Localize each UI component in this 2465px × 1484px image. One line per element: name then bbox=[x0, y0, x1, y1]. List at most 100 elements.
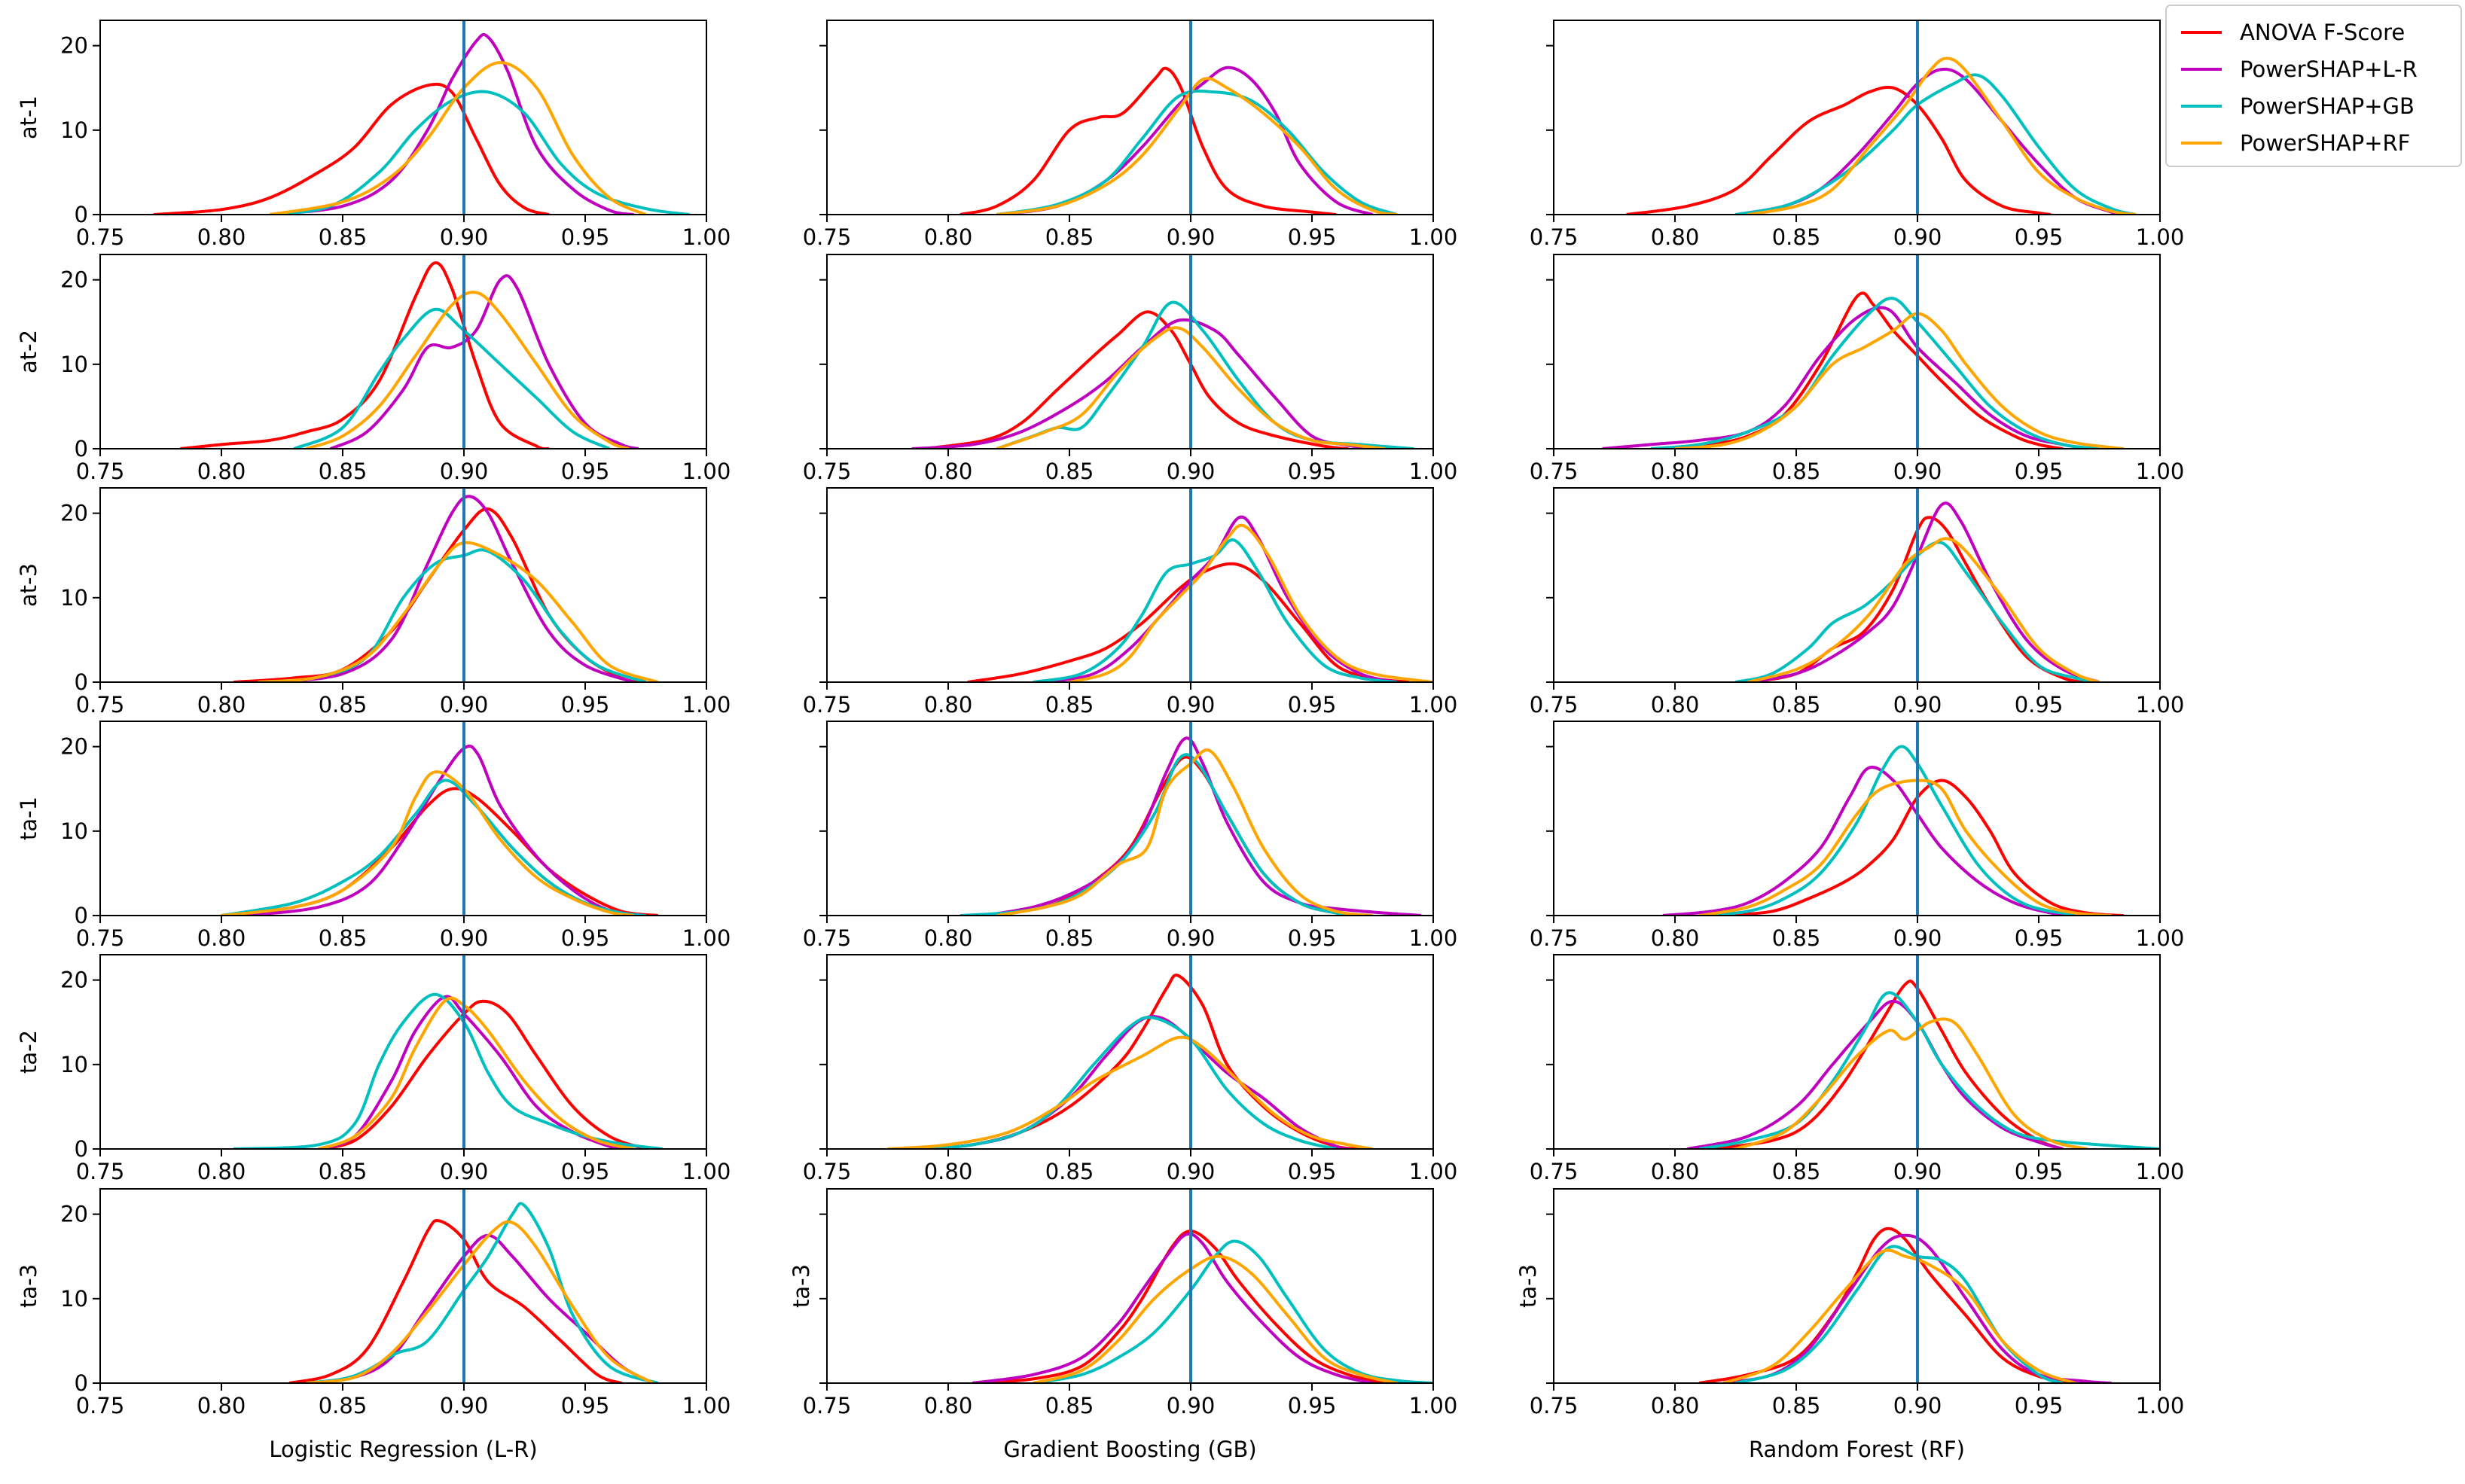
x-tick-label: 0.80 bbox=[1651, 692, 1700, 718]
x-tick-label: 0.90 bbox=[440, 459, 489, 484]
x-tick-label: 0.75 bbox=[803, 459, 852, 484]
x-tick-label: 0.75 bbox=[76, 459, 125, 484]
series-line-anova-f-score bbox=[1698, 1227, 2076, 1383]
series-line-anova-f-score bbox=[959, 66, 1337, 215]
x-tick-label: 1.00 bbox=[2136, 1393, 2185, 1418]
series-line-powershap-gb bbox=[1033, 1239, 1433, 1383]
panel-curves bbox=[153, 32, 690, 215]
axes-frame bbox=[826, 1188, 1434, 1384]
x-tick-label: 0.80 bbox=[197, 459, 246, 484]
legend: ANOVA F-Score PowerSHAP+L-R PowerSHAP+GB Po… bbox=[2165, 5, 2462, 167]
axes-frame bbox=[1553, 254, 2161, 449]
series-line-anova-f-score bbox=[1626, 85, 2052, 215]
series-line-powershap-rf bbox=[306, 1220, 654, 1383]
y-tick-label: 0 bbox=[75, 1136, 88, 1162]
axes-frame bbox=[826, 254, 1434, 449]
panel-curves bbox=[1698, 1227, 2112, 1383]
y-tick-label: 0 bbox=[75, 669, 88, 695]
x-tick-label: 0.95 bbox=[2015, 459, 2064, 484]
x-tick-label: 0.95 bbox=[1288, 224, 1337, 250]
series-line-powershap-l-r bbox=[245, 744, 646, 916]
series-line-powershap-l-r bbox=[1045, 515, 1398, 682]
x-tick-label: 0.95 bbox=[561, 692, 610, 718]
x-tick-label: 0.80 bbox=[1651, 1393, 1700, 1418]
series-line-anova-f-score bbox=[288, 1219, 622, 1383]
x-tick-label: 1.00 bbox=[1409, 925, 1458, 951]
y-tick-label: 10 bbox=[60, 352, 88, 377]
panels-layer: 0.75 0.80 0.85 0.90 0.95 1.00 0 10 20 at-1 0.75 0.8… bbox=[16, 20, 2184, 1462]
x-tick-label: 0.75 bbox=[803, 1393, 852, 1418]
series-line-powershap-rf bbox=[996, 748, 1373, 916]
series-line-powershap-l-r bbox=[1686, 999, 2064, 1149]
series-line-powershap-rf bbox=[221, 770, 634, 916]
panel-ta-3-col2: 0.75 0.80 0.85 0.90 0.95 1.00 ta-3 bbox=[789, 1188, 1457, 1418]
x-tick-label: 1.00 bbox=[1409, 692, 1458, 718]
axes-frame bbox=[826, 20, 1434, 215]
series-line-powershap-rf bbox=[306, 291, 630, 449]
series-line-powershap-rf bbox=[318, 996, 634, 1149]
axes-frame bbox=[99, 954, 707, 1150]
panel-at-2-col3: 0.75 0.80 0.85 0.90 0.95 1.00 bbox=[1530, 254, 2184, 484]
series-line-powershap-l-r bbox=[911, 318, 1373, 449]
axes-frame bbox=[826, 487, 1434, 683]
x-tick-label: 0.80 bbox=[924, 459, 973, 484]
panel-ta-3-col3: 0.75 0.80 0.85 0.90 0.95 1.00 ta-3 bbox=[1515, 1188, 2185, 1418]
x-tick-label: 0.90 bbox=[1893, 692, 1942, 718]
x-tick-label: 0.75 bbox=[1530, 925, 1579, 951]
panel-curves bbox=[1686, 980, 2160, 1149]
x-tick-label: 0.85 bbox=[1772, 1393, 1821, 1418]
panel-at-1-col1: 0.75 0.80 0.85 0.90 0.95 1.00 0 10 20 at-1 bbox=[16, 20, 731, 250]
y-tick-label: 20 bbox=[60, 267, 88, 293]
panel-curves bbox=[911, 300, 1414, 449]
series-line-anova-f-score bbox=[1723, 779, 2124, 916]
x-tick-label: 0.85 bbox=[1772, 459, 1821, 484]
x-axis-title: Logistic Regression (L-R) bbox=[269, 1437, 537, 1462]
x-tick-label: 0.80 bbox=[197, 1159, 246, 1184]
panel-curves bbox=[233, 992, 664, 1149]
row-label: at-2 bbox=[16, 330, 41, 373]
series-line-anova-f-score bbox=[318, 999, 647, 1149]
series-line-powershap-rf bbox=[258, 541, 659, 682]
row-label: ta-3 bbox=[16, 1264, 41, 1308]
axes-frame bbox=[826, 954, 1434, 1150]
panel-at-3-col2: 0.75 0.80 0.85 0.90 0.95 1.00 bbox=[803, 487, 1458, 718]
x-tick-label: 0.85 bbox=[319, 1393, 368, 1418]
series-line-powershap-rf bbox=[1722, 1248, 2076, 1383]
x-tick-label: 0.90 bbox=[440, 692, 489, 718]
x-tick-label: 0.80 bbox=[924, 224, 973, 250]
x-tick-label: 1.00 bbox=[682, 1393, 731, 1418]
x-tick-label: 0.80 bbox=[197, 925, 246, 951]
series-line-powershap-rf bbox=[1747, 537, 2100, 682]
y-tick-label: 20 bbox=[60, 1202, 88, 1227]
x-tick-label: 1.00 bbox=[2136, 224, 2185, 250]
panel-at-3-col1: 0.75 0.80 0.85 0.90 0.95 1.00 0 10 20 at-3 bbox=[16, 487, 731, 718]
panel-at-1-col2: 0.75 0.80 0.85 0.90 0.95 1.00 bbox=[803, 20, 1457, 250]
row-label: ta-3 bbox=[789, 1264, 814, 1308]
x-tick-label: 0.85 bbox=[319, 459, 368, 484]
legend-label-powershap-l-r: PowerSHAP+L-R bbox=[2240, 56, 2418, 82]
x-tick-label: 0.95 bbox=[1288, 1393, 1337, 1418]
panel-ta-3-col1: 0.75 0.80 0.85 0.90 0.95 1.00 0 10 20 ta-3 bbox=[16, 1188, 731, 1418]
x-tick-label: 0.75 bbox=[76, 692, 125, 718]
x-tick-label: 0.75 bbox=[803, 925, 852, 951]
x-tick-label: 0.95 bbox=[2015, 925, 2064, 951]
series-line-powershap-gb bbox=[293, 307, 611, 449]
series-line-powershap-gb bbox=[923, 1016, 1337, 1149]
legend-label-anova-f-score: ANOVA F-Score bbox=[2240, 20, 2405, 45]
x-tick-label: 0.85 bbox=[1045, 925, 1094, 951]
x-tick-label: 0.85 bbox=[1045, 1159, 1094, 1184]
x-tick-label: 1.00 bbox=[682, 692, 731, 718]
panel-curves bbox=[233, 495, 659, 682]
x-tick-label: 0.95 bbox=[2015, 1393, 2064, 1418]
panel-ta-1-col1: 0.75 0.80 0.85 0.90 0.95 1.00 0 10 20 ta-1 bbox=[16, 721, 731, 951]
panel-curves bbox=[1735, 501, 2100, 682]
x-tick-label: 0.90 bbox=[1893, 1393, 1942, 1418]
series-line-anova-f-score bbox=[1711, 980, 2064, 1149]
x-tick-label: 0.80 bbox=[924, 692, 973, 718]
panel-curves bbox=[1662, 745, 2124, 916]
series-line-powershap-gb bbox=[1650, 297, 2100, 449]
x-tick-label: 0.95 bbox=[1288, 1159, 1337, 1184]
axes-frame bbox=[99, 487, 707, 683]
series-line-powershap-l-r bbox=[996, 66, 1374, 215]
